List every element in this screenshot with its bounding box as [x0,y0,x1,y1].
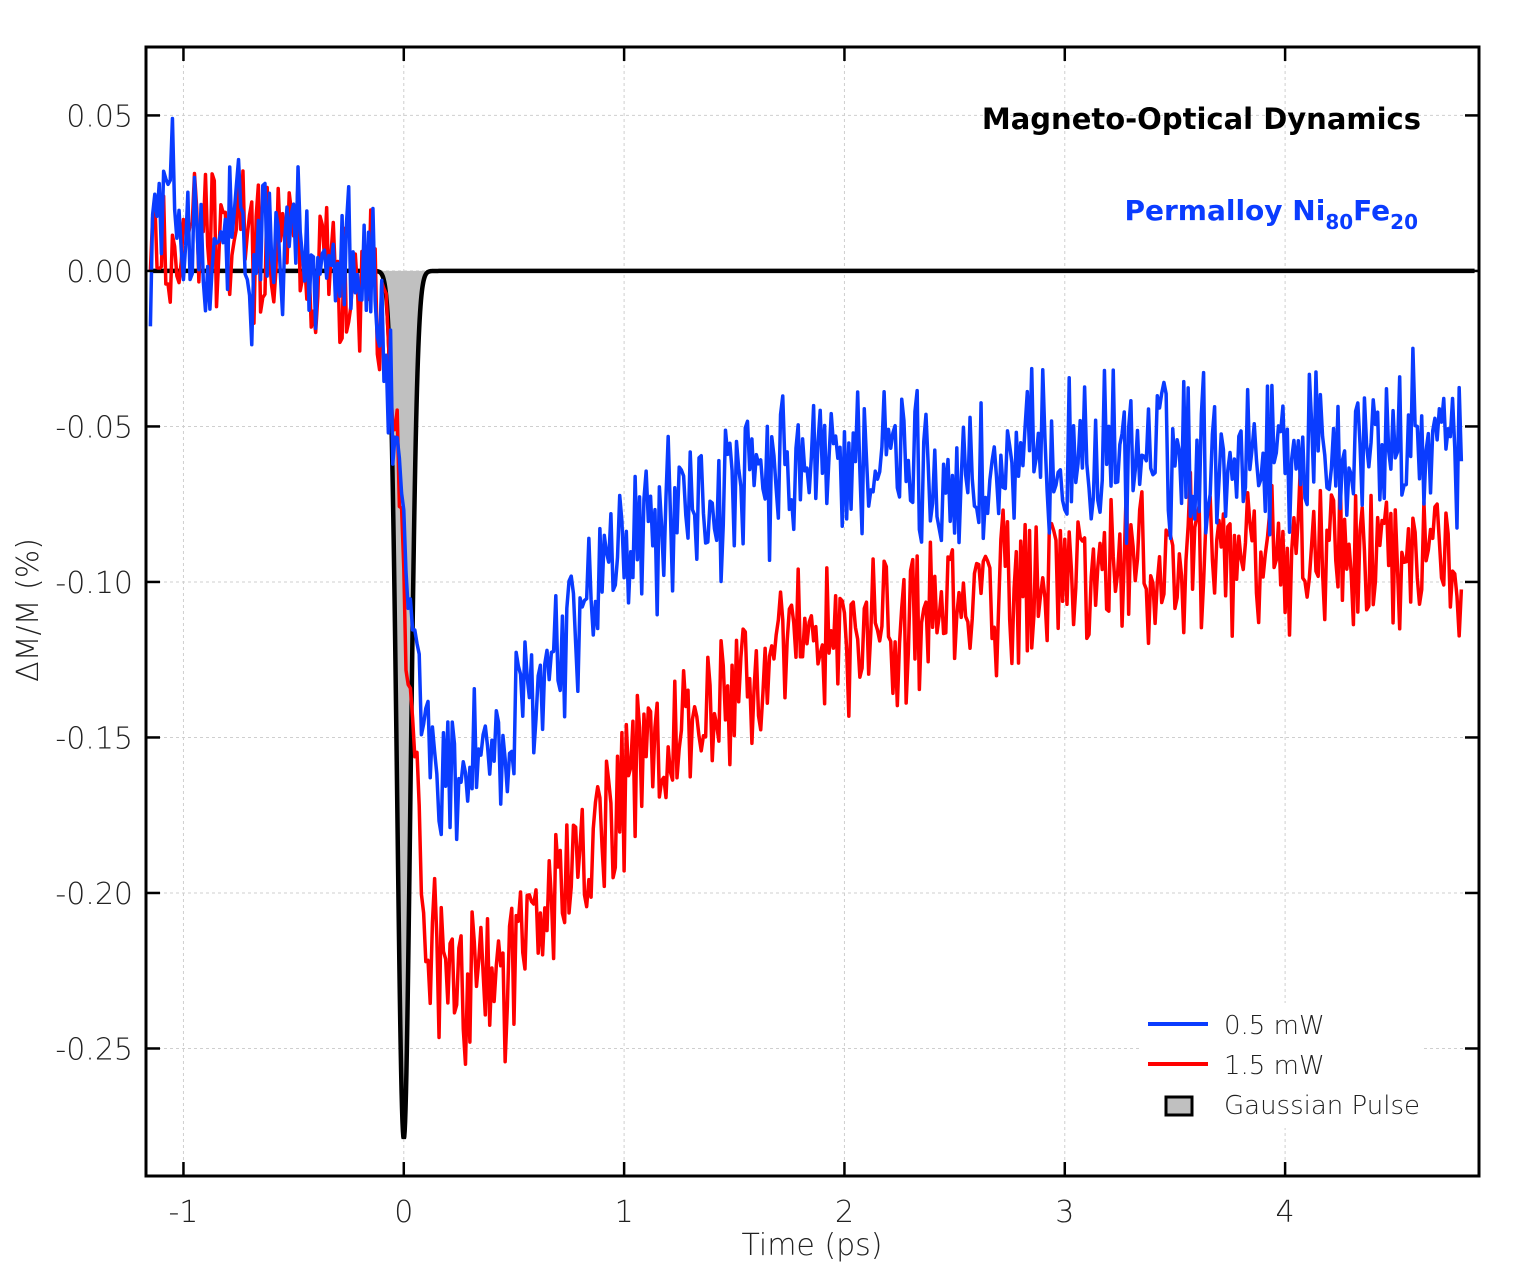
gaussian-pulse-area [377,270,440,1139]
x-tick-label: 3 [1055,1195,1074,1230]
legend: 0.5 mW 1.5 mW Gaussian Pulse [1140,1003,1422,1128]
legend-label-0-5mw: 0.5 mW [1224,1011,1325,1041]
y-tick-label: 0.05 [66,99,133,134]
y-tick-label: -0.15 [55,721,133,756]
legend-swatch-gaussian-pulse [1164,1095,1194,1117]
y-tick-label: -0.25 [55,1032,133,1067]
x-axis-label: Time (ps) [741,1228,882,1263]
x-tick-label: 1 [615,1195,634,1230]
series-layer [148,116,1464,1066]
series-line-0-5mw [148,116,1464,842]
y-tick-label: 0.00 [66,255,133,290]
x-tick-label: 0 [394,1195,413,1230]
x-tick-label: 2 [835,1195,854,1230]
y-tick-label: -0.05 [55,410,133,445]
legend-label-gaussian-pulse: Gaussian Pulse [1224,1091,1420,1121]
x-tick-label: -1 [168,1195,198,1230]
chart-subtitle: Permalloy Ni80Fe20 [1124,194,1418,234]
y-tick-label: -0.10 [55,566,133,601]
y-tick-label: -0.20 [55,877,133,912]
y-axis-label: ΔM/M (%) [11,538,46,682]
series-line-1-5mw [148,168,1464,1066]
x-tick-label: 4 [1276,1195,1295,1230]
legend-label-1-5mw: 1.5 mW [1224,1051,1325,1081]
ticks: -1 0 1 2 3 4 0.05 0.00 -0.05 -0.10 -0.15 -0.20 -0.25 [55,47,1479,1230]
plot-frame [144,45,1481,1178]
chart-title: Magneto-Optical Dynamics [982,102,1421,136]
